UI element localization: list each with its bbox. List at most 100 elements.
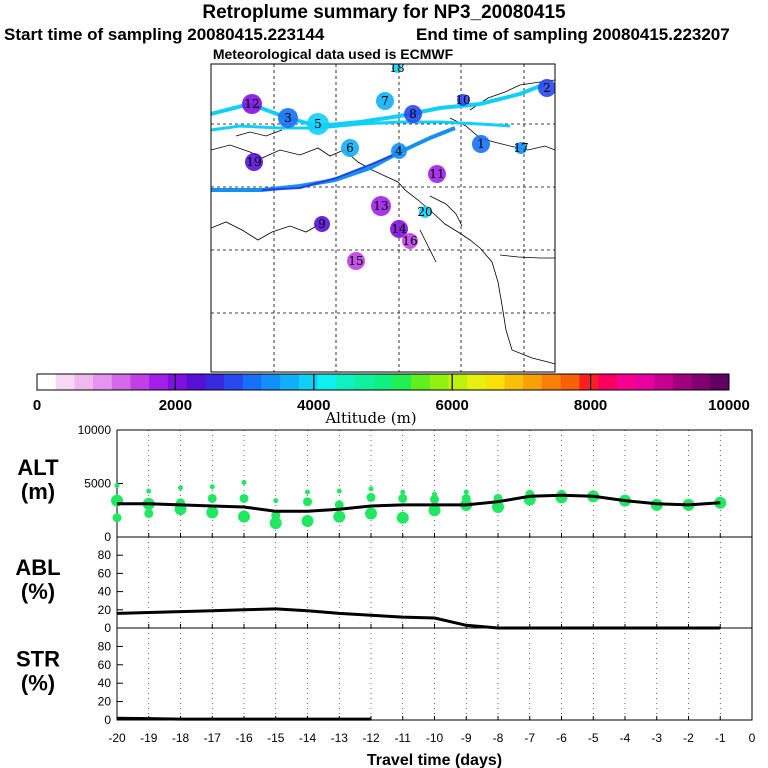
met-data-label: Meteorological data used is ECMWF (212, 46, 454, 62)
colorbar-swatch (167, 374, 188, 390)
plume-circle (278, 108, 298, 128)
map-plume-marker: 18 (389, 64, 405, 75)
colorbar-swatch (579, 374, 599, 390)
abl-panel: 80 60 40 20 0 ABL(%) (15, 536, 753, 635)
plume-circle (392, 64, 402, 73)
start-time-label: Start time of sampling 20080415.223144 (4, 25, 325, 44)
plume-circle (242, 94, 262, 114)
xtick-label: -12 (362, 731, 380, 745)
altitude-point (305, 489, 310, 495)
colorbar-swatch (93, 374, 113, 390)
altitude-point (400, 489, 406, 495)
coastline (211, 221, 321, 241)
colorbar-swatch (504, 374, 524, 390)
altitude-point (461, 493, 471, 503)
altitude-point (273, 498, 279, 504)
colorbar-swatch (186, 374, 206, 390)
map-plume-marker: 9 (314, 216, 330, 232)
plume-day-label: 14 (391, 222, 407, 236)
colorbar-swatch (37, 374, 57, 390)
plume-circle (515, 142, 527, 154)
map-plume-marker: 13 (371, 196, 391, 216)
coastline (499, 254, 555, 259)
colorbar-swatch (448, 374, 468, 390)
plume-circle (419, 206, 431, 218)
plume-circle (404, 105, 422, 123)
colorbar-swatch (336, 374, 356, 390)
xtick-label: -13 (331, 731, 349, 745)
colorbar-swatch (261, 374, 281, 390)
colorbar-swatch (224, 374, 244, 390)
colorbar-tick-label: 2000 (159, 397, 192, 414)
plume-circle (341, 139, 359, 157)
altitude-point (303, 497, 312, 507)
colorbar-swatch (672, 374, 693, 390)
colorbar-swatch (149, 374, 169, 390)
trajectory-line-core (261, 151, 401, 191)
plume-day-label: 11 (429, 167, 444, 181)
altitude-point (269, 517, 282, 530)
alt-ylabel-line2: (m) (21, 479, 55, 504)
plume-day-label: 17 (513, 141, 528, 155)
altitude-point (492, 501, 504, 514)
trajectory-line-upper (211, 82, 546, 129)
plume-day-label: 16 (402, 234, 417, 248)
ytick-label: 40 (98, 676, 112, 690)
plume-day-label: 13 (373, 199, 388, 213)
xtick-label: -9 (461, 731, 472, 745)
plume-day-label: 5 (314, 117, 322, 131)
altitude-point (239, 493, 249, 503)
abl-series-line (116, 607, 721, 630)
alt-ylabel-line1: ALT (17, 455, 59, 480)
altitude-point (432, 491, 437, 497)
colorbar-swatch (598, 374, 618, 390)
colorbar-tick-label: 0 (33, 397, 41, 414)
plume-day-label: 4 (395, 144, 403, 158)
altitude-point (206, 506, 219, 519)
plume-day-label: 15 (348, 254, 363, 268)
map-plume-marker: 12 (242, 94, 262, 114)
ytick-label: 60 (98, 658, 112, 672)
altitude-point (336, 488, 342, 494)
map-plume-marker: 6 (341, 139, 359, 157)
xtick-label: -10 (426, 731, 444, 745)
colorbar-tick-label: 4000 (297, 397, 330, 414)
coastline (449, 117, 555, 151)
altitude-point (301, 514, 314, 527)
xtick-label: -1 (715, 731, 726, 745)
colorbar-frame (36, 373, 730, 391)
plume-circle (457, 94, 469, 106)
plume-circle (391, 143, 407, 159)
altitude-point (463, 489, 469, 495)
colorbar-swatch (710, 374, 730, 390)
colorbar-swatch (691, 374, 711, 390)
plume-circle (390, 220, 408, 238)
altitude-point (366, 492, 376, 502)
colorbar-swatch (130, 374, 150, 390)
map-plume-marker: 11 (428, 165, 446, 183)
xtick-label: -11 (395, 731, 412, 745)
map-frame (210, 63, 556, 373)
plume-circle (428, 165, 446, 183)
map-plume-marker: 16 (402, 233, 418, 249)
map-plume-marker: 1 (472, 135, 490, 153)
colorbar-swatch (111, 374, 132, 390)
map-plume-marker: 8 (404, 105, 422, 123)
colorbar-tick-label: 8000 (574, 397, 607, 414)
str-ylabel-line2: (%) (21, 671, 55, 696)
plume-day-label: 7 (381, 94, 389, 108)
xtick-label: -16 (235, 731, 253, 745)
plume-day-label: 19 (246, 155, 261, 169)
abl-ylabel-line1: ABL (15, 555, 60, 580)
plume-day-label: 10 (455, 93, 470, 107)
ytick-label: 40 (98, 585, 112, 599)
plume-circle (402, 233, 418, 249)
str-ylabel-line1: STR (16, 647, 60, 672)
plume-day-label: 12 (244, 97, 259, 111)
map-plume-marker: 2 (538, 79, 555, 97)
colorbar-label: Altitude (m) (324, 409, 416, 427)
abl-ylabel-line2: (%) (21, 579, 55, 604)
map-plume-marker: 10 (455, 93, 470, 107)
plume-circle (245, 153, 263, 171)
